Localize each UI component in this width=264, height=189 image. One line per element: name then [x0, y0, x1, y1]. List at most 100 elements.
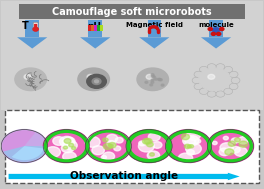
Circle shape: [15, 68, 46, 91]
Circle shape: [78, 68, 109, 91]
Circle shape: [189, 145, 194, 148]
Bar: [148, 20, 161, 37]
Circle shape: [235, 138, 240, 142]
Bar: [209, 20, 223, 37]
Circle shape: [229, 83, 238, 90]
Circle shape: [216, 32, 221, 35]
Circle shape: [223, 136, 228, 140]
Text: pH: pH: [87, 22, 101, 30]
FancyArrow shape: [8, 173, 240, 180]
Text: Observation angle: Observation angle: [70, 171, 178, 181]
Circle shape: [139, 141, 145, 146]
Circle shape: [24, 74, 31, 79]
Circle shape: [62, 137, 75, 146]
Circle shape: [238, 137, 248, 144]
Circle shape: [225, 149, 234, 155]
Circle shape: [103, 152, 115, 160]
Circle shape: [103, 143, 112, 149]
Circle shape: [178, 153, 193, 163]
Circle shape: [150, 153, 154, 156]
Circle shape: [186, 143, 201, 154]
Circle shape: [140, 70, 166, 89]
Circle shape: [224, 66, 233, 73]
Circle shape: [202, 70, 228, 89]
Text: Camouflage soft microrobots: Camouflage soft microrobots: [52, 7, 212, 17]
Circle shape: [103, 138, 108, 142]
Circle shape: [107, 141, 116, 147]
Circle shape: [61, 144, 74, 153]
Circle shape: [84, 72, 105, 87]
Circle shape: [181, 134, 190, 140]
Circle shape: [151, 79, 154, 81]
Circle shape: [18, 70, 44, 89]
Circle shape: [21, 72, 42, 87]
Bar: [94, 25, 97, 31]
Polygon shape: [17, 37, 47, 49]
Circle shape: [106, 134, 118, 143]
Text: T: T: [22, 21, 29, 31]
Circle shape: [211, 32, 215, 35]
Circle shape: [147, 151, 160, 160]
Circle shape: [150, 84, 153, 86]
Circle shape: [92, 78, 98, 82]
Circle shape: [108, 143, 116, 148]
Circle shape: [207, 91, 216, 97]
Bar: [88, 25, 91, 31]
Circle shape: [138, 141, 154, 152]
Bar: [88, 20, 102, 37]
Circle shape: [200, 66, 208, 73]
Circle shape: [183, 136, 196, 146]
Circle shape: [147, 142, 153, 147]
Circle shape: [89, 76, 100, 84]
FancyBboxPatch shape: [5, 110, 259, 183]
Polygon shape: [139, 37, 169, 49]
Circle shape: [205, 72, 225, 87]
Circle shape: [64, 139, 71, 143]
Circle shape: [208, 74, 215, 79]
Circle shape: [213, 141, 217, 145]
Circle shape: [153, 76, 155, 78]
Circle shape: [165, 130, 211, 163]
Bar: [97, 25, 100, 31]
Circle shape: [101, 155, 106, 159]
Circle shape: [226, 148, 233, 153]
FancyBboxPatch shape: [34, 24, 37, 29]
Circle shape: [29, 78, 35, 82]
Circle shape: [87, 74, 94, 79]
Circle shape: [85, 137, 100, 147]
Circle shape: [92, 146, 104, 155]
Circle shape: [151, 75, 154, 77]
Circle shape: [115, 137, 123, 143]
Circle shape: [45, 147, 60, 157]
Circle shape: [87, 74, 106, 88]
Wedge shape: [3, 146, 46, 162]
Circle shape: [216, 91, 225, 97]
Circle shape: [153, 142, 162, 148]
Circle shape: [146, 74, 153, 79]
FancyBboxPatch shape: [19, 5, 245, 19]
Circle shape: [195, 139, 201, 143]
Circle shape: [192, 77, 201, 84]
Circle shape: [199, 68, 230, 91]
Circle shape: [158, 79, 161, 81]
Wedge shape: [2, 130, 35, 162]
Circle shape: [208, 28, 212, 31]
Circle shape: [239, 141, 248, 147]
Polygon shape: [80, 37, 110, 49]
Circle shape: [200, 88, 208, 94]
Circle shape: [151, 74, 154, 76]
Polygon shape: [201, 37, 231, 49]
Circle shape: [95, 80, 98, 83]
Circle shape: [23, 74, 39, 85]
Circle shape: [187, 150, 194, 155]
Circle shape: [213, 78, 218, 82]
Circle shape: [144, 138, 152, 144]
Circle shape: [229, 71, 238, 77]
Circle shape: [1, 130, 48, 163]
Circle shape: [114, 146, 121, 151]
Circle shape: [152, 78, 157, 82]
Circle shape: [137, 68, 168, 91]
Circle shape: [149, 76, 159, 84]
Circle shape: [63, 152, 76, 162]
Bar: [25, 20, 39, 37]
